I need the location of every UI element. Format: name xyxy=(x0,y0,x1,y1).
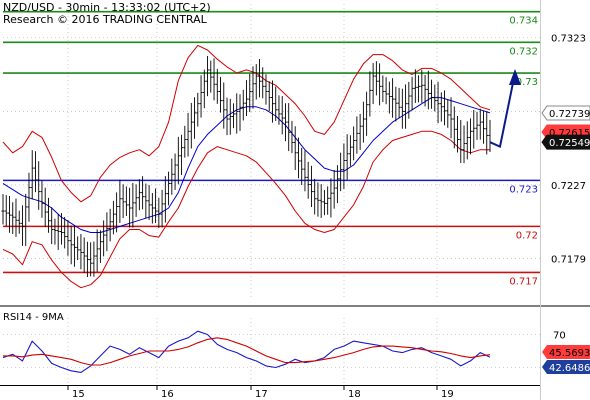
level-label-support: 0.717 xyxy=(509,276,538,287)
price-badge-outline xyxy=(541,105,590,121)
rsi-badge-blue xyxy=(542,360,590,374)
x-tick-label: 19 xyxy=(441,389,454,400)
research-credit: Research © 2016 TRADING CENTRAL xyxy=(3,13,207,26)
x-tick-label: 16 xyxy=(161,389,174,400)
bollinger-upper-line xyxy=(2,44,491,203)
level-label-support: 0.72 xyxy=(516,230,538,241)
forecast-arrow-head xyxy=(509,69,521,86)
price-badge-label: 0.72615 xyxy=(549,128,590,139)
level-label-resistance: 0.73 xyxy=(516,77,538,88)
rsi-badge-red xyxy=(542,345,590,359)
rsi-badge-label: 45.5693 xyxy=(549,348,590,359)
rsi-line xyxy=(2,330,491,373)
x-tick-label: 15 xyxy=(72,389,85,400)
price-badge-label: 0.72549 xyxy=(549,138,590,149)
rsi-badge-label: 42.6486 xyxy=(549,363,590,374)
level-label-resistance: 0.732 xyxy=(509,46,538,57)
rsi-tick-label: 70 xyxy=(553,331,566,342)
x-tick-label: 18 xyxy=(348,389,361,400)
forecast-arrow-line xyxy=(489,72,516,149)
level-label-pivot: 0.723 xyxy=(509,184,538,195)
x-tick-label: 17 xyxy=(255,389,268,400)
chart-title: NZD/USD - 30min - 13:33:02 (UTC+2) xyxy=(3,1,211,14)
y-tick-label: 0.7179 xyxy=(551,255,586,266)
moving-average-line xyxy=(2,97,491,233)
rsi-panel-title: RSI14 - 9MA xyxy=(3,312,64,323)
bollinger-lower-line xyxy=(2,130,490,289)
price-badge-black xyxy=(541,134,590,150)
y-tick-label: 0.7323 xyxy=(551,34,586,45)
y-tick-label: 0.7227 xyxy=(551,181,586,192)
rsi-ma-line xyxy=(3,337,491,366)
level-label-resistance: 0.734 xyxy=(509,16,538,27)
price-badge-label: 0.72739 xyxy=(549,109,590,120)
